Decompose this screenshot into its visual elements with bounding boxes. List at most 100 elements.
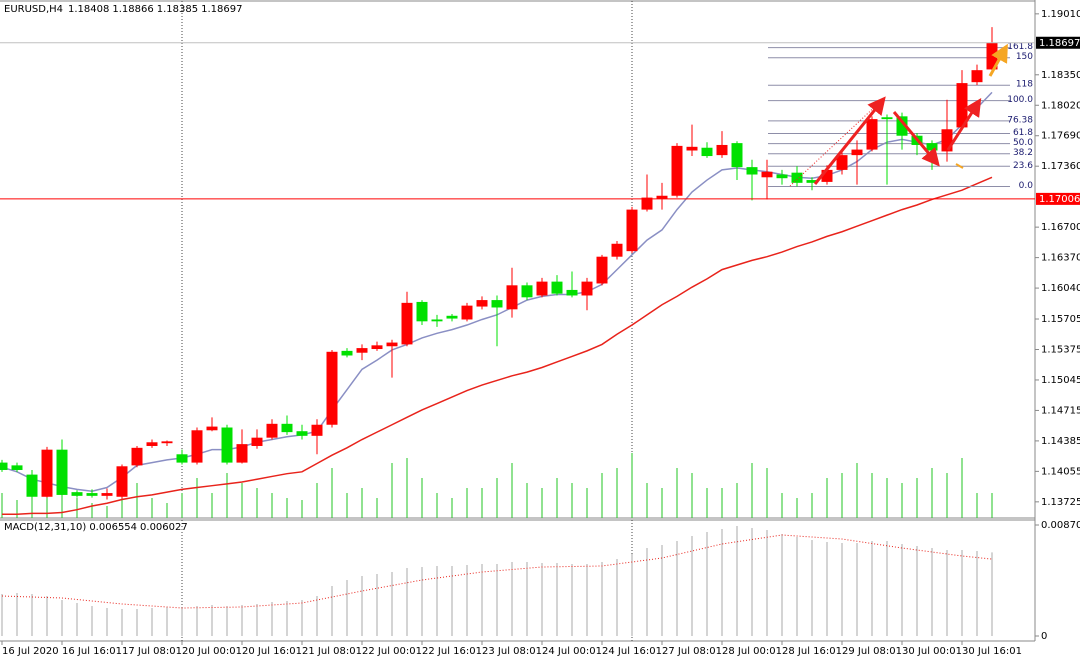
x-tick-label: 28 Jul 16:01 xyxy=(782,646,842,657)
candle-body xyxy=(296,431,308,436)
y-tick-label: 1.18350 xyxy=(1041,70,1080,81)
candle-body xyxy=(371,345,383,350)
candle-body xyxy=(521,285,533,298)
candle-body xyxy=(821,169,833,182)
candle-body xyxy=(686,146,698,151)
signal-value: 0.006027 xyxy=(140,522,188,533)
candle-body xyxy=(386,342,398,347)
candle-body xyxy=(701,147,713,157)
trend-line xyxy=(789,101,881,187)
y-tick-label: 1.18020 xyxy=(1041,100,1080,111)
fib-label: 61.8 xyxy=(1013,128,1033,138)
candle-body xyxy=(416,301,428,322)
candle-body xyxy=(656,195,668,199)
candle-body xyxy=(26,474,38,497)
candle-body xyxy=(236,444,248,463)
y-tick-label: 1.14715 xyxy=(1041,405,1080,416)
candle-body xyxy=(161,441,173,444)
candle-body xyxy=(836,155,848,170)
price-label-box xyxy=(1036,36,1080,49)
x-tick-label: 29 Jul 08:01 xyxy=(842,646,902,657)
candle-body xyxy=(596,256,608,284)
ohlc: 1.18408 xyxy=(68,4,109,15)
candle-body xyxy=(536,281,548,296)
candle-body xyxy=(761,171,773,178)
candle-body xyxy=(626,209,638,252)
candle-body xyxy=(806,180,818,183)
indicator: MACD(12,31,10) xyxy=(4,522,86,533)
candle-body xyxy=(776,174,788,179)
y-tick-label: 1.16370 xyxy=(1041,253,1080,264)
candle-body xyxy=(746,167,758,175)
current-price-label: 1.18697 xyxy=(1039,38,1080,49)
candle-body xyxy=(491,300,503,308)
y-tick-label: 1.13725 xyxy=(1041,497,1080,508)
fib-label: 0.0 xyxy=(1019,181,1034,191)
candle-body xyxy=(956,83,968,128)
fib-label: 76.38 xyxy=(1007,115,1033,125)
macd-value: 0.006554 xyxy=(89,522,137,533)
candle-body xyxy=(356,348,368,353)
candle-body xyxy=(11,465,23,470)
candle-body xyxy=(401,302,413,345)
y-tick-label: 0 xyxy=(1041,631,1047,642)
candle-body xyxy=(86,493,98,496)
x-tick-label: 20 Jul 16:01 xyxy=(242,646,302,657)
candle-body xyxy=(131,447,143,466)
plot: 1.19010 1.18350 1.18020 1.17690 1.17360 1.167… xyxy=(0,9,1080,657)
candle-body xyxy=(881,117,893,120)
x-tick-label: 16 Jul 16:01 xyxy=(62,646,122,657)
x-tick-label: 16 Jul 2020 xyxy=(2,646,59,657)
y-tick-label: 1.16700 xyxy=(1041,222,1080,233)
y-tick-label: 1.17360 xyxy=(1041,161,1080,172)
y-tick-label: 1.15375 xyxy=(1041,344,1080,355)
candle-body xyxy=(926,143,938,151)
candle-body xyxy=(431,319,443,322)
fib-label: 150 xyxy=(1016,52,1033,62)
candle-body xyxy=(221,427,233,463)
arrow xyxy=(955,163,964,169)
candle-body xyxy=(731,143,743,168)
x-tick-label: 20 Jul 00:01 xyxy=(182,646,242,657)
candle-body xyxy=(116,466,128,497)
candle-body xyxy=(71,492,83,496)
fib-label: 50.0 xyxy=(1013,138,1033,148)
candle-body xyxy=(581,281,593,296)
candle-body xyxy=(611,243,623,257)
x-tick-label: 21 Jul 08:01 xyxy=(302,646,362,657)
x-tick-label: 22 Jul 00:01 xyxy=(362,646,422,657)
y-tick-label: 1.15705 xyxy=(1041,314,1080,325)
candle-body xyxy=(341,350,353,356)
moving-average xyxy=(2,176,993,516)
candle-body xyxy=(851,149,863,156)
candle-body xyxy=(971,70,983,83)
candle-body xyxy=(326,351,338,425)
candle-body xyxy=(641,197,653,210)
signal-line xyxy=(1,534,993,609)
x-tick-label: 17 Jul 08:01 xyxy=(122,646,182,657)
candle-body xyxy=(176,454,188,463)
arrow xyxy=(892,111,940,167)
candle-body xyxy=(671,145,683,196)
fib-label: 161.8 xyxy=(1007,42,1033,52)
y-tick-label: 1.14385 xyxy=(1041,436,1080,447)
x-tick-label: 27 Jul 08:01 xyxy=(662,646,722,657)
candle-body xyxy=(101,493,113,496)
candle-body xyxy=(281,423,293,433)
candle-body xyxy=(461,305,473,320)
fib-label: 100.0 xyxy=(1007,95,1033,105)
y-tick-label: 1.19010 xyxy=(1041,9,1080,20)
header: EURUSD,H4 1.18408 1.18866 1.18385 1.18697 xyxy=(4,4,242,15)
candle-body xyxy=(791,172,803,183)
candle-body xyxy=(896,116,908,136)
ohlc: 1.18385 xyxy=(157,4,198,15)
annotations xyxy=(789,43,1008,187)
candle-body xyxy=(446,315,458,319)
macd-header: MACD(12,31,10) 0.006554 0.006027 xyxy=(4,522,188,533)
candle-body xyxy=(716,144,728,156)
y-tick-label: 1.17690 xyxy=(1041,131,1080,142)
x-tick-label: 24 Jul 00:01 xyxy=(542,646,602,657)
candle-body xyxy=(191,430,203,463)
